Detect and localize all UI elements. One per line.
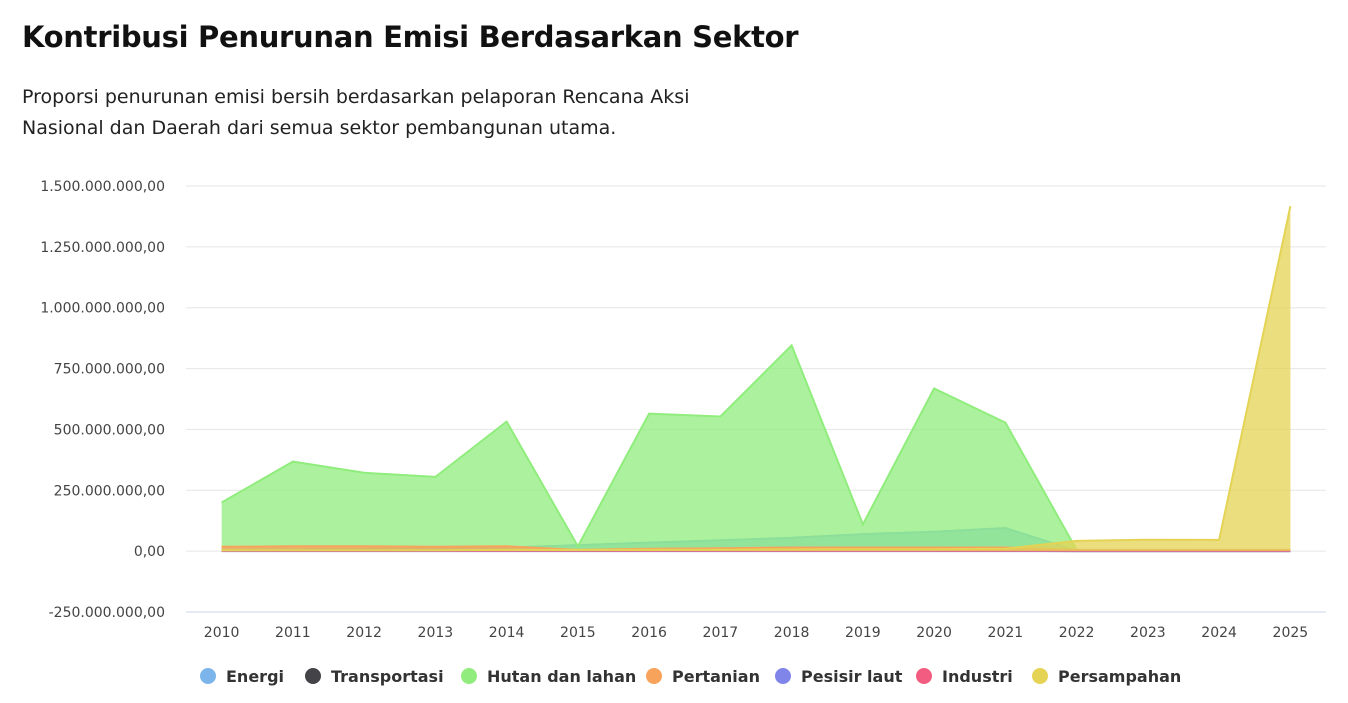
x-tick-label: 2024 [1201,625,1237,641]
legend-marker [1032,668,1048,684]
legend-marker [461,668,477,684]
x-tick-label: 2012 [346,625,382,641]
y-tick-label: 500.000.000,00 [54,422,165,438]
line-persampahan[interactable] [221,205,1292,552]
x-tick-label: 2010 [204,625,240,641]
y-tick-label: 750.000.000,00 [54,362,165,378]
chart-subtitle: Proporsi penurunan emisi bersih berdasar… [22,82,722,144]
legend-label: Hutan dan lahan [487,667,636,686]
x-tick-label: 2011 [275,625,311,641]
legend-label: Pesisir laut [801,667,903,686]
legend-item-energi[interactable]: Energi [200,667,284,686]
x-tick-label: 2013 [418,625,454,641]
x-tick-label: 2015 [560,625,596,641]
y-axis: 1.500.000.000,00 1.250.000.000,00 1.000.00… [40,179,165,621]
series-hutan-dan-lahan[interactable] [221,343,1291,552]
chart-title: Kontribusi Penurunan Emisi Berdasarkan S… [22,20,799,54]
subtitle-line-1: Proporsi penurunan emisi bersih berdasar… [22,86,690,108]
x-tick-label: 2016 [631,625,667,641]
legend-label: Industri [942,667,1013,686]
x-tick-label: 2018 [774,625,810,641]
legend-marker [646,668,662,684]
x-tick-label: 2019 [845,625,881,641]
legend-item-pesisir-laut[interactable]: Pesisir laut [775,667,903,686]
series-areas [221,205,1292,553]
x-tick-label: 2014 [489,625,525,641]
legend-marker [775,668,791,684]
x-tick-label: 2021 [988,625,1024,641]
legend-marker [200,668,216,684]
x-tick-label: 2025 [1273,625,1309,641]
y-tick-label: -250.000.000,00 [49,605,165,621]
legend: Energi Transportasi Hutan dan lahan Pertani… [200,667,1181,686]
x-axis: 2010 2011 2012 2013 2014 2015 2016 2017 2018 2019… [204,625,1308,641]
legend-item-transportasi[interactable]: Transportasi [305,667,444,686]
y-tick-label: 250.000.000,00 [54,483,165,499]
legend-label: Persampahan [1058,667,1181,686]
legend-item-persampahan[interactable]: Persampahan [1032,667,1181,686]
legend-label: Pertanian [672,667,760,686]
x-tick-label: 2017 [703,625,739,641]
x-tick-label: 2020 [916,625,952,641]
x-tick-label: 2022 [1059,625,1095,641]
subtitle-line-2: Nasional dan Daerah dari semua sektor pe… [22,117,617,139]
y-tick-label: 1.250.000.000,00 [40,240,165,256]
legend-marker [916,668,932,684]
y-tick-label: 1.500.000.000,00 [40,179,165,195]
y-tick-label: 1.000.000.000,00 [40,301,165,317]
legend-label: Transportasi [331,667,444,686]
area-hutan-dan-lahan[interactable] [221,345,1291,552]
legend-marker [305,668,321,684]
legend-item-hutan-dan-lahan[interactable]: Hutan dan lahan [461,667,636,686]
series-persampahan[interactable] [221,205,1292,552]
legend-item-industri[interactable]: Industri [916,667,1013,686]
y-tick-label: 0,00 [134,544,165,560]
x-tick-label: 2023 [1130,625,1166,641]
legend-label: Energi [226,667,284,686]
legend-item-pertanian[interactable]: Pertanian [646,667,760,686]
